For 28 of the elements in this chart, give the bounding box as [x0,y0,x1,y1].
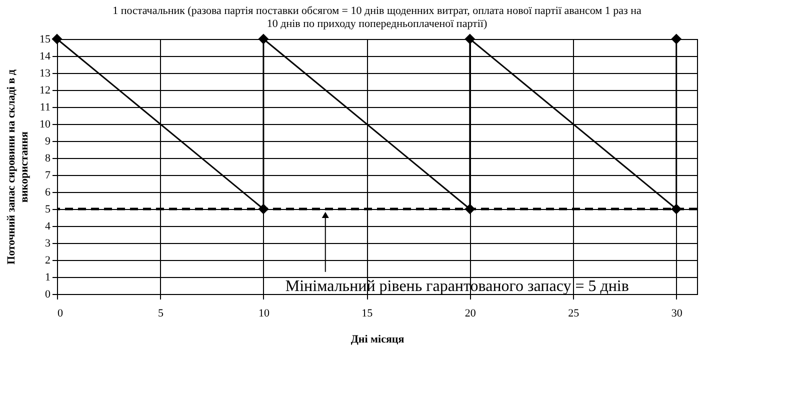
x-tick-label: 5 [158,308,164,320]
y-tick-label: 12 [40,84,50,96]
text: 10 днів по приходу попередньоплаченої партії) [266,18,488,30]
y-tick-label: 15 [40,34,51,46]
y-tick-label: 10 [40,118,51,130]
y-tick-label: 1 [45,272,50,284]
x-axis-title: Дні місяця [350,334,404,346]
y-tick-label: 3 [45,238,51,250]
y-tick-label: 7 [45,170,51,182]
y-tick-label: 4 [45,220,51,232]
x-tick-label: 25 [568,308,580,320]
x-tick-label: 30 [671,308,683,320]
y-tick-label: 0 [45,288,51,300]
y-tick-label: 8 [45,152,51,164]
y-tick-label: 5 [45,204,51,216]
x-tick-label: 0 [58,308,64,320]
y-tick-label: 9 [45,136,51,148]
y-tick-label: 2 [45,254,50,266]
y-tick-label: 6 [45,186,51,198]
y-tick-label: 11 [40,102,50,114]
y-tick-label: 14 [40,50,51,62]
text: 1 постачальник (разова партія поставки обсягом = 10 днів щоденних витрат, оплата нової партії авансом 1 раз на [112,5,642,17]
x-tick-label: 20 [464,308,476,320]
y-tick-label: 13 [40,68,51,80]
text: використання [18,132,30,202]
text: Поточний запас сировини на складі в д [6,70,18,264]
x-tick-label: 15 [362,308,374,320]
x-tick-label: 10 [258,308,270,320]
